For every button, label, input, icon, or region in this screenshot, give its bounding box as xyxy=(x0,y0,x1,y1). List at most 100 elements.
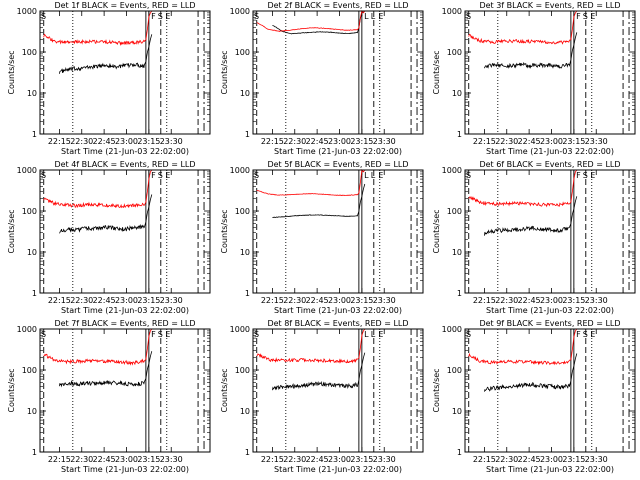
chart-panel: Det 9f BLACK = Events, RED = LLD Counts/s… xyxy=(432,319,636,474)
x-tick-label: 23:30 xyxy=(585,296,608,305)
chart-panel: Det 3f BLACK = Events, RED = LLD Counts/s… xyxy=(432,1,636,156)
series-events-line xyxy=(272,10,365,35)
plot-frame xyxy=(464,328,636,453)
series-lld-line xyxy=(256,10,366,32)
flag-label: S xyxy=(158,171,163,180)
series-events-line xyxy=(484,196,578,236)
y-tick-label: 1000 xyxy=(442,7,462,16)
plot-frame xyxy=(464,169,636,294)
x-tick-label: 23:00 xyxy=(115,455,138,464)
y-tick-label: 100 xyxy=(22,48,37,57)
y-tick-label: 1000 xyxy=(230,166,250,175)
series-events-line xyxy=(484,32,578,69)
x-tick-label: 23:00 xyxy=(540,296,563,305)
flag-label: F xyxy=(151,12,156,21)
y-tick-label: 1000 xyxy=(17,325,37,334)
flag-label: E xyxy=(590,171,595,180)
flag-label: E xyxy=(590,12,595,21)
x-tick-label: 22:30 xyxy=(70,137,93,146)
series-events-line xyxy=(59,34,153,74)
x-tick-label: 22:15 xyxy=(261,455,284,464)
y-tick-label: 10 xyxy=(240,89,250,98)
y-axis-label: Counts/sec xyxy=(220,209,229,253)
y-tick-label: 1000 xyxy=(442,166,462,175)
x-tick-label: 22:45 xyxy=(306,455,329,464)
y-tick-label: 1 xyxy=(32,130,37,139)
series-lld-line xyxy=(468,328,578,366)
flag-label: L xyxy=(371,330,376,339)
y-axis-label: Counts/sec xyxy=(432,209,441,253)
x-tick-label: 22:45 xyxy=(93,137,116,146)
flag-label: E xyxy=(378,12,383,21)
x-tick-label: 22:30 xyxy=(495,455,518,464)
y-tick-label: 1 xyxy=(245,130,250,139)
panel-title: Det 9f BLACK = Events, RED = LLD xyxy=(479,319,620,328)
x-tick-label: 22:45 xyxy=(306,137,329,146)
y-tick-label: 1000 xyxy=(230,7,250,16)
y-tick-label: 10 xyxy=(240,407,250,416)
flag-label: L xyxy=(364,171,369,180)
y-tick-label: 100 xyxy=(235,207,250,216)
plot-frame xyxy=(39,10,211,135)
y-tick-label: 100 xyxy=(447,48,462,57)
panel-title: Det 5f BLACK = Events, RED = LLD xyxy=(267,160,408,169)
x-tick-label: 22:15 xyxy=(48,296,71,305)
chart-panel: Det 4f BLACK = Events, RED = LLD Counts/s… xyxy=(7,160,211,315)
y-axis-label: Counts/sec xyxy=(7,50,16,94)
x-tick-label: 22:15 xyxy=(473,296,496,305)
x-tick-label: 23:15 xyxy=(137,296,160,305)
x-tick-label: 22:30 xyxy=(495,137,518,146)
series-lld-line xyxy=(256,168,366,197)
x-tick-label: 23:30 xyxy=(585,137,608,146)
series-lld-line xyxy=(256,328,366,364)
x-tick-label: 22:15 xyxy=(48,137,71,146)
flag-label: E xyxy=(590,330,595,339)
flag-label: S xyxy=(583,330,588,339)
flag-label: L xyxy=(364,330,369,339)
y-tick-label: 10 xyxy=(452,248,462,257)
series-lld-line xyxy=(468,169,578,208)
flag-label: S xyxy=(466,12,471,21)
x-tick-label: 23:30 xyxy=(160,455,183,464)
x-tick-label: 23:00 xyxy=(540,137,563,146)
y-tick-label: 10 xyxy=(27,89,37,98)
flag-label: E xyxy=(378,330,383,339)
y-tick-label: 100 xyxy=(447,207,462,216)
x-axis-label: Start Time (21-Jun-03 22:02:00) xyxy=(274,465,402,474)
y-tick-label: 10 xyxy=(452,407,462,416)
series-lld-line xyxy=(43,10,153,47)
y-axis-label: Counts/sec xyxy=(220,368,229,412)
y-tick-label: 10 xyxy=(452,89,462,98)
x-tick-label: 22:30 xyxy=(70,296,93,305)
x-tick-label: 22:30 xyxy=(495,296,518,305)
y-tick-label: 100 xyxy=(447,366,462,375)
y-tick-label: 1000 xyxy=(230,325,250,334)
y-tick-label: 10 xyxy=(240,248,250,257)
y-tick-label: 10 xyxy=(27,407,37,416)
x-tick-label: 22:45 xyxy=(518,137,541,146)
plot-frame xyxy=(39,328,211,453)
x-axis-label: Start Time (21-Jun-03 22:02:00) xyxy=(61,147,189,156)
flag-label: S xyxy=(41,171,46,180)
y-axis-label: Counts/sec xyxy=(7,368,16,412)
x-tick-label: 23:30 xyxy=(160,296,183,305)
chart-panel: Det 6f BLACK = Events, RED = LLD Counts/s… xyxy=(432,160,636,315)
chart-panel: Det 7f BLACK = Events, RED = LLD Counts/s… xyxy=(7,319,211,474)
y-tick-label: 100 xyxy=(22,366,37,375)
panel-title: Det 8f BLACK = Events, RED = LLD xyxy=(267,319,408,328)
x-tick-label: 22:30 xyxy=(283,455,306,464)
y-tick-label: 1000 xyxy=(442,325,462,334)
y-tick-label: 100 xyxy=(22,207,37,216)
x-tick-label: 22:45 xyxy=(518,296,541,305)
panel-title: Det 1f BLACK = Events, RED = LLD xyxy=(54,1,195,10)
x-axis-label: Start Time (21-Jun-03 22:02:00) xyxy=(486,465,614,474)
x-tick-label: 23:30 xyxy=(373,296,396,305)
x-tick-label: 23:30 xyxy=(373,137,396,146)
plot-frame xyxy=(252,328,424,453)
flag-label: S xyxy=(583,12,588,21)
y-tick-label: 1 xyxy=(457,289,462,298)
series-events-line xyxy=(484,353,578,392)
flag-label: S xyxy=(254,171,259,180)
plot-frame xyxy=(39,169,211,294)
x-tick-label: 23:30 xyxy=(585,455,608,464)
